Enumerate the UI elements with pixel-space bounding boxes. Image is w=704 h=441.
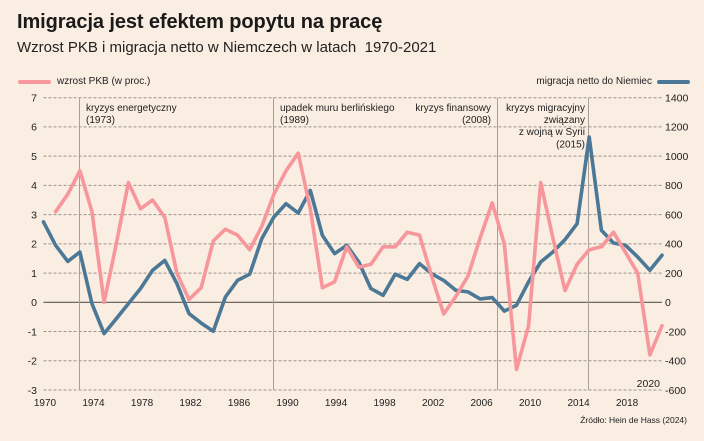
y-left-tick-label: -2 [28, 356, 37, 368]
y-right-tick-label: -600 [665, 385, 686, 397]
x-tick-label: 1994 [325, 398, 348, 409]
annotation-migration-crisis: kryzys migracyjny związany z wojną w Syr… [506, 103, 585, 151]
y-axis-right: 1400 1200 1000 800 600 400 200 0 -200 -400 -600 [665, 93, 689, 397]
series-line-migration [41, 135, 664, 336]
annotation-text: kryzys finansowy [415, 103, 491, 114]
y-left-tick-label: 1 [31, 268, 37, 280]
x-tick-label: 1970 [34, 398, 57, 409]
annotation-berlin-wall: upadek muru berlińskiego (1989) [280, 103, 395, 126]
x-tick-label: 2006 [470, 398, 493, 409]
x-tick-label: 1998 [373, 398, 396, 409]
annotation-text: (1973) [86, 115, 115, 126]
gridlines [43, 97, 662, 391]
y-left-tick-label: 4 [31, 180, 37, 192]
legend-item-migration: migracja netto do Niemiec [536, 76, 690, 87]
end-year-label: 2020 [637, 378, 661, 390]
annotation-text: związany [544, 115, 585, 126]
legend-swatch-gdp [18, 79, 51, 84]
y-left-tick-label: 5 [31, 151, 37, 163]
x-tick-label: 2018 [616, 398, 639, 409]
y-right-tick-label: 1400 [665, 93, 689, 105]
series [41, 135, 664, 372]
y-left-tick-label: 2 [31, 239, 37, 251]
annotation-text: kryzys energetyczny [86, 103, 177, 114]
annotation-text: kryzys migracyjny [506, 103, 585, 114]
annotation-financial-crisis: kryzys finansowy (2008) [415, 103, 491, 126]
series-line-gdp [53, 151, 664, 372]
y-right-tick-label: 200 [665, 268, 683, 280]
y-right-tick-label: 1200 [665, 122, 689, 134]
y-right-tick-label: 400 [665, 239, 683, 251]
y-right-tick-label: 1000 [665, 151, 689, 163]
chart-subtitle: Wzrost PKB i migracja netto w Niemczech … [17, 39, 437, 56]
legend-label-gdp: wzrost PKB (w proc.) [57, 76, 151, 87]
y-right-tick-label: 800 [665, 180, 683, 192]
x-tick-label: 1990 [276, 398, 299, 409]
x-tick-label: 1978 [131, 398, 154, 409]
source-note: Źródło: Hein de Hass (2024) [580, 415, 687, 425]
x-tick-label: 2010 [519, 398, 542, 409]
y-axis-left: 7 6 5 4 3 2 1 0 -1 -2 -3 [28, 93, 38, 397]
y-left-tick-label: 3 [31, 209, 37, 221]
legend-label-migration: migracja netto do Niemiec [536, 76, 652, 87]
y-left-tick-label: 7 [31, 93, 37, 105]
y-left-tick-label: -1 [28, 326, 37, 338]
x-axis: 1970 1974 1978 1982 1986 1990 1994 1998 2002 2006… [34, 398, 639, 409]
annotation-text: upadek muru berlińskiego [280, 103, 395, 114]
annotation-text: z wojną w Syrii [519, 127, 585, 138]
y-left-tick-label: 6 [31, 122, 37, 134]
y-left-tick-label: -3 [28, 385, 37, 397]
legend-swatch-migration [657, 79, 690, 84]
annotation-text: (2008) [462, 115, 491, 126]
x-tick-label: 1986 [228, 398, 251, 409]
legend-item-gdp: wzrost PKB (w proc.) [18, 76, 150, 87]
x-tick-label: 2014 [567, 398, 590, 409]
y-left-tick-label: 0 [31, 297, 37, 309]
annotation-energy-crisis: kryzys energetyczny (1973) [86, 103, 177, 126]
y-right-tick-label: 600 [665, 209, 683, 221]
x-tick-label: 1974 [82, 398, 105, 409]
annotation-text: (2015) [556, 140, 585, 151]
y-right-tick-label: 0 [665, 297, 671, 309]
chart-title: Imigracja jest efektem popytu na pracę [17, 11, 383, 33]
x-tick-label: 2002 [422, 398, 445, 409]
annotation-text: (1989) [280, 115, 309, 126]
x-tick-label: 1982 [179, 398, 202, 409]
y-right-tick-label: -400 [665, 356, 686, 368]
y-right-tick-label: -200 [665, 326, 686, 338]
